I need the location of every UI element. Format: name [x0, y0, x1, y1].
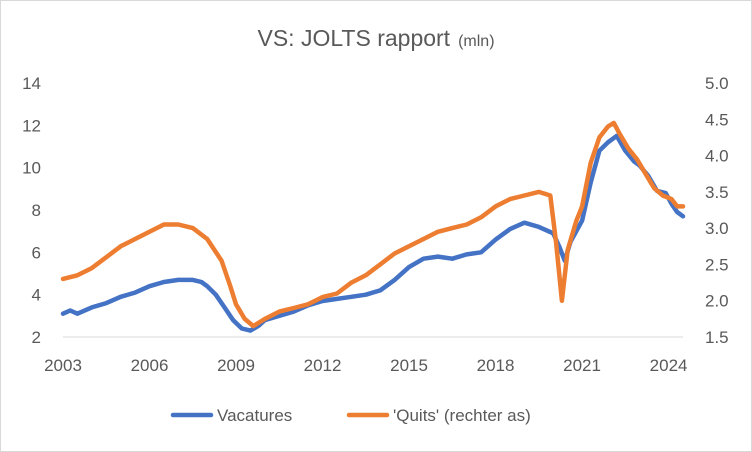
legend: Vacatures 'Quits' (rechter as)	[170, 406, 531, 425]
legend-label-vacatures: Vacatures	[217, 406, 292, 425]
x-tick-label: 2003	[44, 356, 82, 375]
chart-title-unit: (mln)	[458, 33, 494, 50]
y-axis-left-ticks: 2 4 6 8 10 12 14	[22, 74, 41, 347]
y-axis-right-ticks: 1.5 2.0 2.5 3.0 3.5 4.0 4.5 5.0	[705, 74, 729, 347]
x-tick-label: 2012	[304, 356, 342, 375]
y-right-tick-label: 3.0	[705, 219, 729, 238]
y-right-tick-label: 3.5	[705, 183, 729, 202]
chart-title: VS: JOLTS rapport (mln)	[257, 25, 494, 51]
x-tick-label: 2018	[477, 356, 515, 375]
y-left-tick-label: 14	[22, 74, 41, 93]
series-line-vacatures	[60, 133, 686, 333]
y-right-tick-label: 1.5	[705, 328, 729, 347]
y-right-tick-label: 5.0	[705, 74, 729, 93]
y-left-tick-label: 2	[32, 328, 41, 347]
y-left-tick-label: 12	[22, 116, 41, 135]
y-right-tick-label: 4.5	[705, 110, 729, 129]
x-tick-label: 2015	[390, 356, 428, 375]
y-left-tick-label: 10	[22, 159, 41, 178]
y-left-tick-label: 6	[32, 243, 41, 262]
x-tick-label: 2024	[650, 356, 688, 375]
series-layer	[60, 120, 686, 333]
y-left-tick-label: 8	[32, 201, 41, 220]
x-axis-ticks: 2003 2006 2009 2012 2015 2018 2021 2024	[44, 356, 687, 375]
x-tick-label: 2021	[563, 356, 601, 375]
y-left-tick-label: 4	[32, 286, 41, 305]
series-line-quits	[60, 120, 686, 329]
y-right-tick-label: 4.0	[705, 147, 729, 166]
y-right-tick-label: 2.0	[705, 292, 729, 311]
chart-title-main: VS: JOLTS rapport	[257, 25, 450, 51]
x-tick-label: 2006	[131, 356, 169, 375]
y-right-tick-label: 2.5	[705, 255, 729, 274]
legend-label-quits: 'Quits' (rechter as)	[393, 406, 531, 425]
x-tick-label: 2009	[217, 356, 255, 375]
